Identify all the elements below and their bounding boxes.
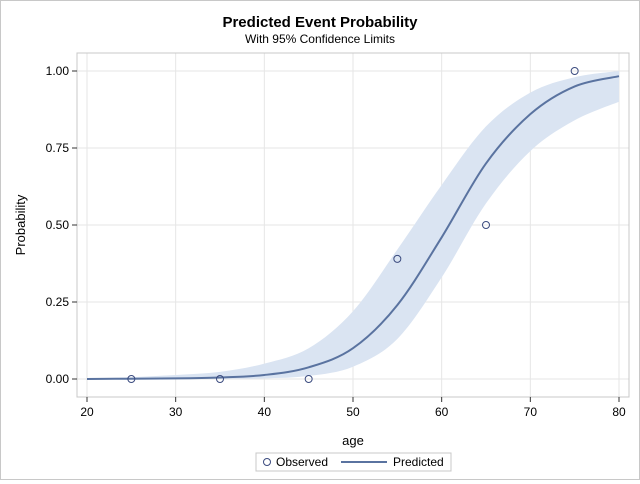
x-tick-label: 40 — [258, 405, 272, 419]
confidence-band-area — [87, 71, 619, 380]
observed-point — [393, 254, 402, 263]
predicted-line — [86, 75, 620, 380]
x-axis-ticks: 20 30 40 50 60 70 80 — [80, 397, 626, 419]
confidence-band — [87, 71, 619, 380]
x-tick-label: 20 — [80, 405, 94, 419]
x-tick-label: 30 — [169, 405, 183, 419]
x-tick-label: 80 — [612, 405, 626, 419]
observed-markers — [127, 67, 579, 383]
y-tick-label: 0.00 — [46, 372, 70, 386]
x-tick-label: 50 — [346, 405, 360, 419]
chart-title: Predicted Event Probability — [222, 14, 418, 31]
legend: Observed Predicted — [255, 452, 452, 472]
observed-point — [216, 375, 224, 383]
y-tick-label: 0.25 — [46, 295, 70, 309]
legend-observed-marker — [263, 458, 271, 466]
x-axis-label: age — [342, 433, 364, 448]
y-tick-label: 0.75 — [46, 141, 70, 155]
observed-point — [304, 375, 313, 383]
legend-observed-label: Observed — [276, 455, 328, 469]
observed-point — [482, 221, 490, 229]
y-tick-label: 1.00 — [46, 64, 70, 78]
observed-point — [127, 375, 136, 383]
x-tick-label: 60 — [435, 405, 449, 419]
legend-predicted-label: Predicted — [393, 455, 444, 469]
chart-subtitle: With 95% Confidence Limits — [245, 32, 395, 46]
x-tick-label: 70 — [524, 405, 538, 419]
observed-point — [570, 67, 579, 75]
y-tick-label: 0.50 — [46, 218, 70, 232]
predicted-line-group — [86, 75, 620, 380]
y-axis-ticks: 0.00 0.25 0.50 0.75 1.00 — [46, 64, 77, 386]
y-axis-label: Probability — [13, 194, 28, 255]
